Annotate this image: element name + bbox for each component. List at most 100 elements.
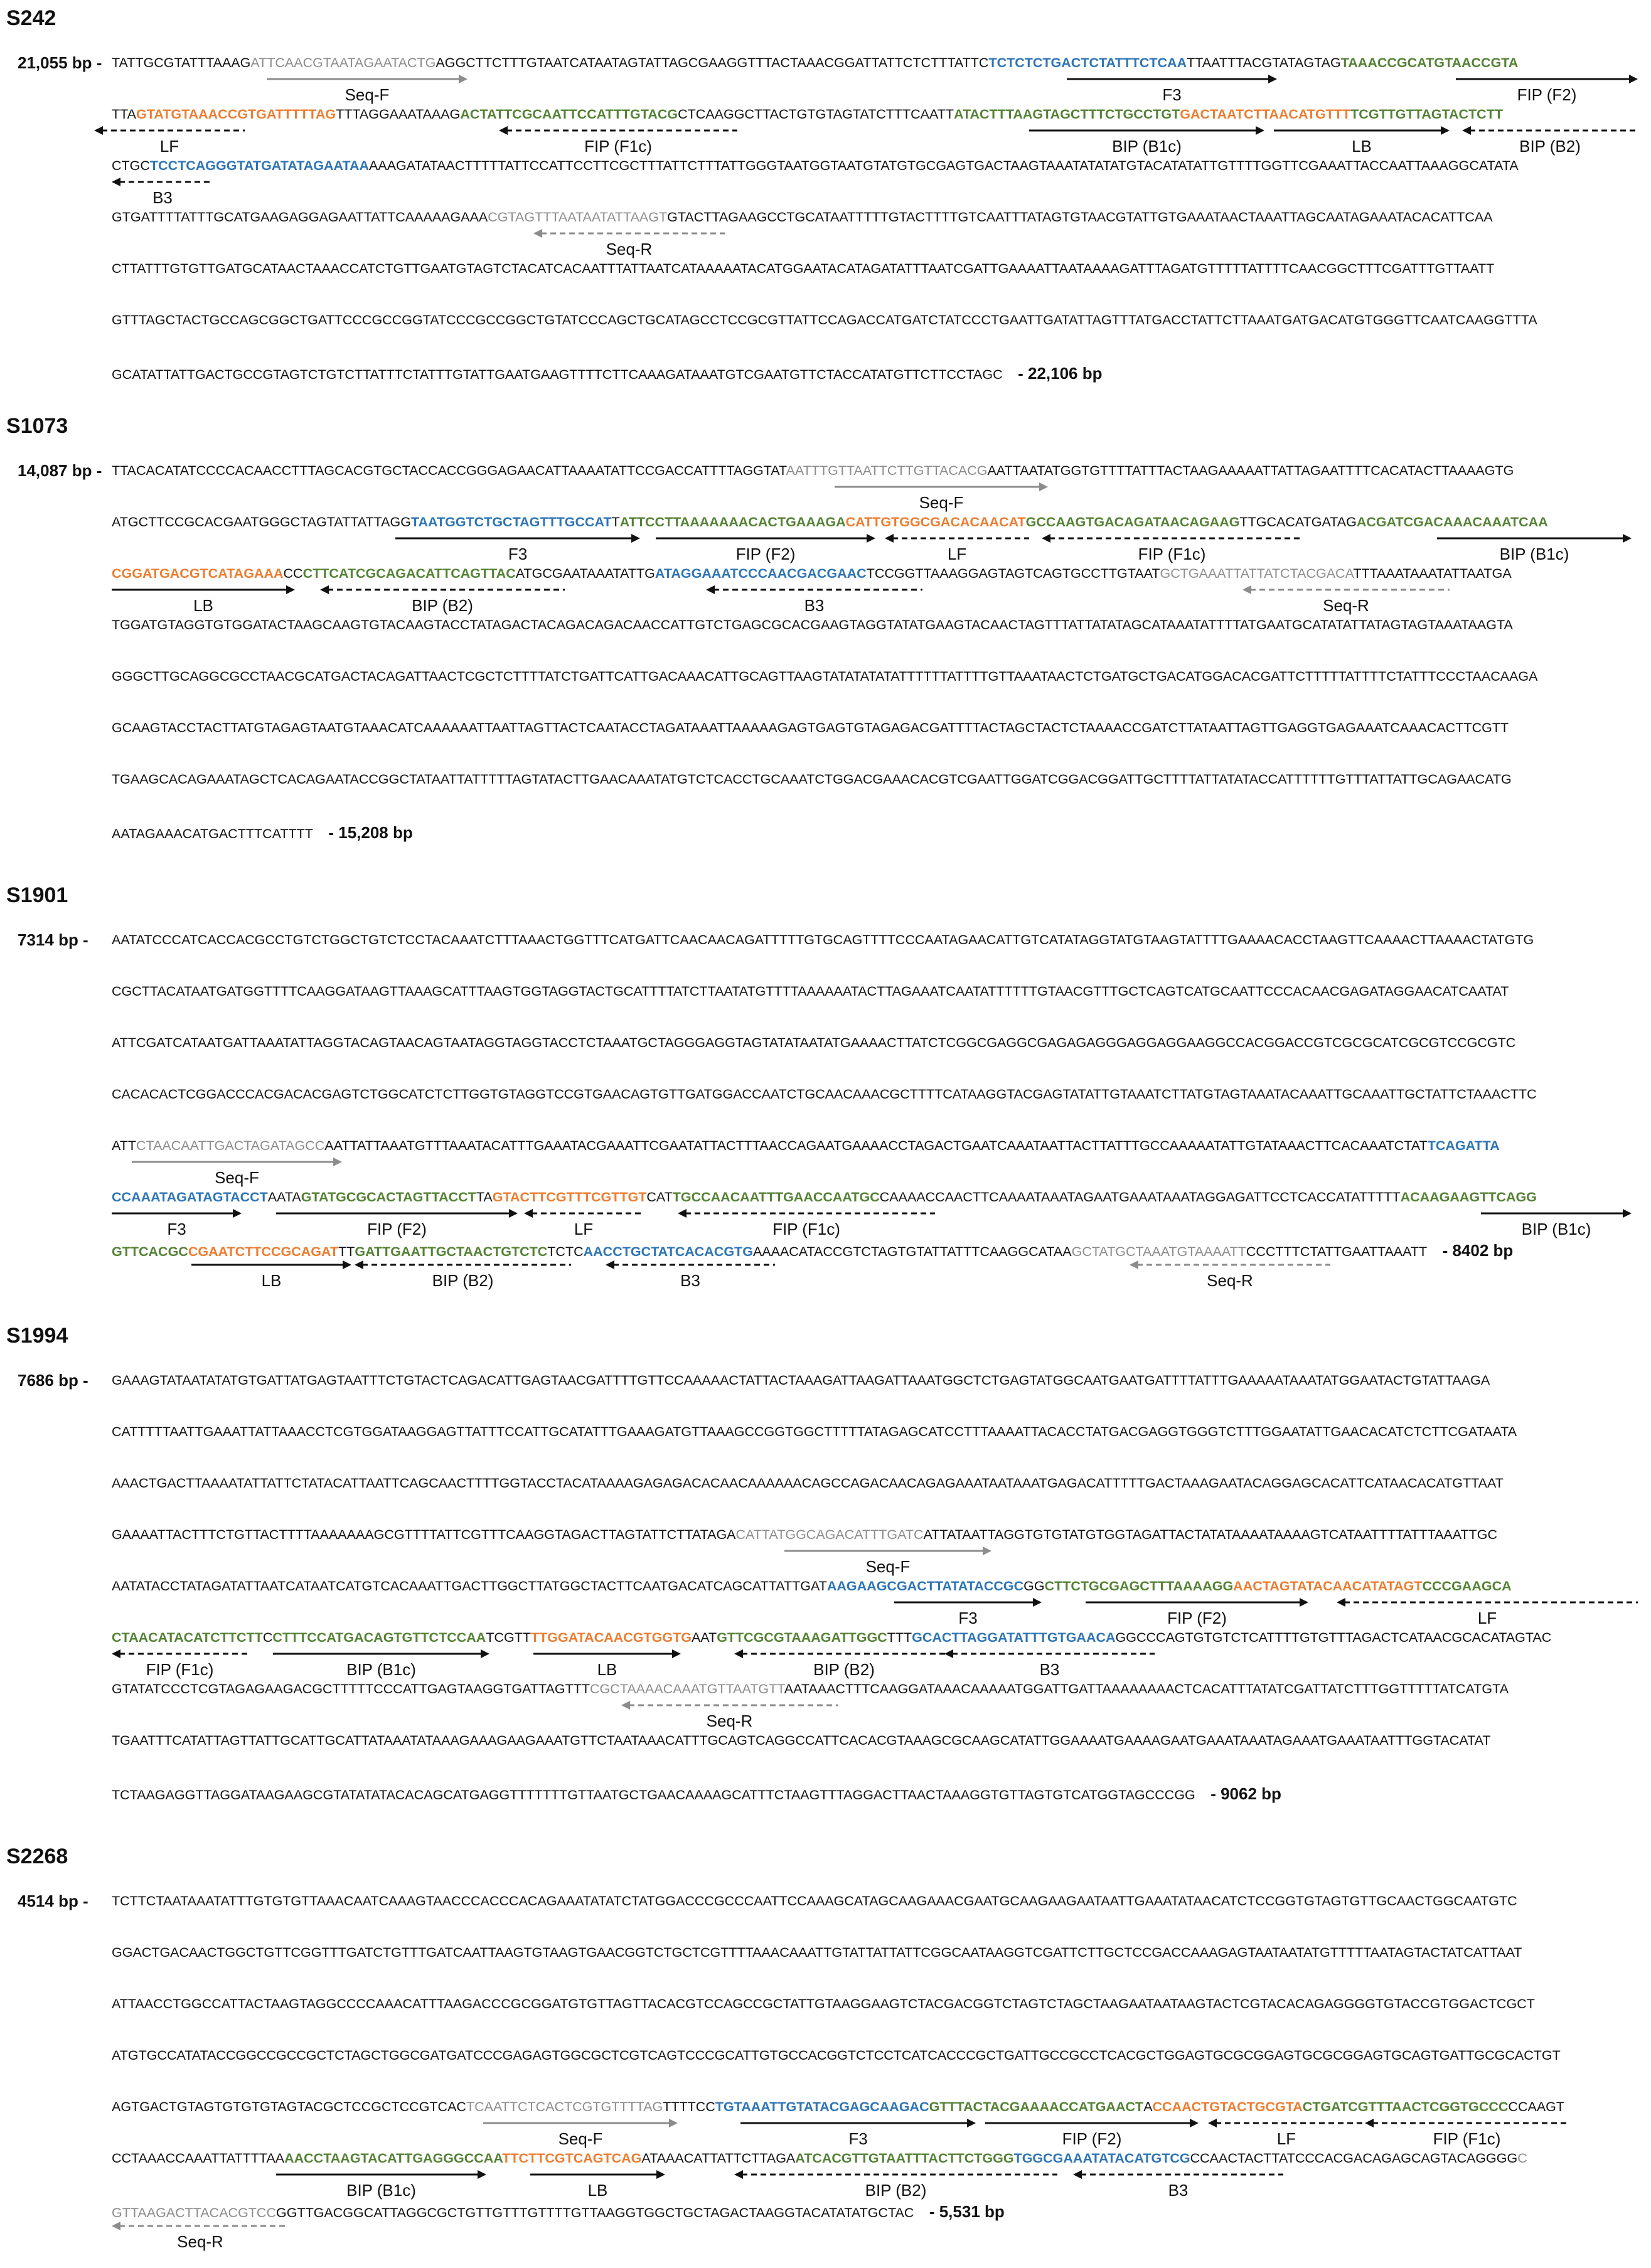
arrow-right-icon xyxy=(1274,126,1450,135)
primer-annotation: BIP (B1c) xyxy=(1437,533,1632,567)
arrow-left-icon xyxy=(112,178,213,186)
primer-sequence: TTGGATACAACGTGGTG xyxy=(530,1630,692,1645)
section-title: S1994 xyxy=(6,1324,68,1348)
primer-annotation: BIP (B1c) xyxy=(1481,1208,1632,1242)
primer-label: BIP (B2) xyxy=(432,1271,494,1290)
primer-label: FIP (F2) xyxy=(1167,1609,1227,1627)
sequence-line: CGCTTACATAATGATGGTTTTCAAGGATAAGTTAAAGCAT… xyxy=(112,984,1509,999)
primer-sequence: CCAACTGTACTGCGTA xyxy=(1152,2099,1303,2114)
arrow-right-icon xyxy=(273,1649,489,1658)
primer-sequence: CATTGTGGCGACACAACAT xyxy=(845,514,1026,530)
primer-label: B3 xyxy=(804,596,825,615)
primer-annotation: Seq-F xyxy=(784,1546,991,1580)
primer-annotation: FIP (F1c) xyxy=(499,125,737,159)
primer-sequence: CTTTCCATGACAGTGTTCTCCAA xyxy=(272,1630,486,1645)
sequence-segment: ATTAACCTGGCCATTACTAAGTAGGCCCCAAACATTTAAG… xyxy=(112,1996,1535,2011)
end-bp-label: - 5,531 bp xyxy=(920,2202,1005,2221)
primer-label: BIP (B1c) xyxy=(1499,545,1569,563)
primer-label: LB xyxy=(261,1271,282,1290)
primer-label: Seq-F xyxy=(919,493,964,512)
primer-label: BIP (B1c) xyxy=(346,1660,416,1679)
primer-label: Seq-R xyxy=(606,240,653,258)
sequence-line: TGAATTTCATATTAGTTATTGCATTGCATTATAAATATAA… xyxy=(112,1733,1491,1749)
primer-annotation: BIP (B1c) xyxy=(1029,125,1264,159)
sequence-segment: TGAAGCACAGAAATAGCTCACAGAATACCGGCTATAATTA… xyxy=(112,772,1512,787)
sequence-segment: GG xyxy=(1023,1579,1045,1594)
primer-annotation: FIP (F2) xyxy=(276,1208,518,1242)
sequence-segment: T xyxy=(611,514,620,530)
arrow-left-icon xyxy=(944,1649,1155,1658)
primer-annotation: B3 xyxy=(706,585,922,619)
arrow-left-icon xyxy=(112,1649,248,1658)
primer-label: F3 xyxy=(848,2129,868,2148)
sequence-line: GTGATTTTATTTGCATGAAGAGGAGAATTATTCAAAAAGA… xyxy=(112,210,1493,225)
primer-annotation: LB xyxy=(112,585,295,619)
arrow-left-icon xyxy=(499,126,737,135)
primer-sequence: ACGATCGACAAACAAATCAA xyxy=(1356,514,1548,530)
sequence-line: GAAAGTATAATATATGTGATTATGAGTAATTTCTGTACTC… xyxy=(112,1373,1490,1388)
primer-label: FIP (F1c) xyxy=(772,1220,840,1238)
sequence-segment: CC xyxy=(283,566,303,581)
primer-sequence: CCCGAAGCA xyxy=(1422,1579,1512,1594)
primer-annotation: FIP (F1c) xyxy=(1042,533,1302,567)
sequence-segment: GTTTAGCTACTGCCAGCGGCTGATTCCCGCCGGTATCCCG… xyxy=(112,312,1537,327)
primer-label: FIP (F1c) xyxy=(584,137,652,156)
primer-label: F3 xyxy=(958,1609,978,1627)
section-title: S1901 xyxy=(6,883,68,907)
sequence-line: ATTCGATCATAATGATTAAATATTAGGTACAGTAACAGTA… xyxy=(112,1035,1515,1051)
primer-label: B3 xyxy=(1039,1660,1060,1679)
primer-annotation: LF xyxy=(1208,2118,1365,2152)
primer-annotation: BIP (B2) xyxy=(734,2170,1057,2203)
primer-label: FIP (F1c) xyxy=(1433,2129,1501,2148)
arrow-right-icon xyxy=(1437,534,1632,543)
arrow-left-icon xyxy=(1042,534,1302,543)
primer-sequence: TCAATTCTCACTCGTGTTTTAG xyxy=(466,2099,663,2114)
sequence-line: CCAAATAGATAGTACCTAATAGTATGCGCACTAGTTACCT… xyxy=(112,1190,1537,1205)
primer-label: LB xyxy=(1352,137,1372,156)
primer-annotation: FIP (F1c) xyxy=(1365,2118,1569,2152)
sequence-line: GTTCACGCCGAATCTTCCGCAGATTTGATTGAATTGCTAA… xyxy=(112,1241,1513,1260)
sequence-segment: GTGATTTTATTTGCATGAAGAGGAGAATTATTCAAAAAGA… xyxy=(112,210,488,225)
sequence-line: ATGTGCCATATACCGGCCGCCGCTCTAGCTGGCGATGATC… xyxy=(112,2048,1561,2063)
sequence-segment: CCCTTTCTATTGAATTAAATT xyxy=(1246,1244,1428,1259)
arrow-left-icon xyxy=(1073,2170,1283,2179)
primer-sequence: TCTCTCTGACTCTATTTCTCAA xyxy=(988,55,1187,70)
primer-label: BIP (B1c) xyxy=(1521,1220,1591,1238)
sequence-segment: ATT xyxy=(112,1138,137,1153)
sequence-line: ATGCTTCCGCACGAATGGGCTAGTATTATTAGGTAATGGT… xyxy=(112,514,1548,530)
arrow-right-icon xyxy=(276,2170,486,2179)
primer-annotation: Seq-R xyxy=(533,228,725,262)
sequence-segment: CAT xyxy=(646,1190,673,1205)
sequence-line: CGGATGACGTCATAGAAACCCTTCATCGCAGACATTCAGT… xyxy=(112,566,1512,582)
sequence-line: AAACTGACTTAAAATATTATTCTATACATTAATTCAGCAA… xyxy=(112,1476,1504,1491)
sequence-segment: GCATATTATTGACTGCCGTAGTCTGTCTTATTTCTATTTG… xyxy=(112,367,1003,382)
sequence-segment: GTACTTAGAAGCCTGCATAATTTTTGTACTTTTGTCAATT… xyxy=(667,210,1493,225)
arrow-left-icon xyxy=(1462,126,1638,135)
primer-annotation: Seq-R xyxy=(112,2221,289,2255)
sequence-segment: TT xyxy=(338,1244,355,1259)
primer-label: B3 xyxy=(152,188,173,207)
sequence-line: GGACTGACAACTGGCTGTTCGGTTTGATCTGTTTGATCAA… xyxy=(112,1945,1522,1961)
arrow-right-icon xyxy=(112,585,295,594)
arrow-right-icon xyxy=(1456,75,1638,83)
primer-label: LB xyxy=(587,2181,608,2200)
arrow-left-icon xyxy=(320,585,565,594)
primer-annotation: LB xyxy=(1274,125,1450,159)
primer-label: BIP (B2) xyxy=(813,1660,875,1679)
primer-sequence: AAGAAGCGACTTATATACCGC xyxy=(826,1579,1024,1594)
primer-label: LF xyxy=(159,137,179,156)
primer-annotation: BIP (B1c) xyxy=(273,1649,489,1683)
arrow-right-icon xyxy=(132,1158,342,1166)
primer-sequence: ACTATTCGCAATTCCATTTGTACG xyxy=(460,107,678,122)
primer-label: LF xyxy=(1276,2129,1296,2148)
arrow-left-icon xyxy=(621,1701,838,1710)
sequence-segment: A xyxy=(1143,2099,1153,2114)
primer-annotation: B3 xyxy=(944,1649,1155,1683)
arrow-left-icon xyxy=(112,2222,289,2230)
sequence-segment: TTA xyxy=(112,107,137,122)
arrow-left-icon xyxy=(734,1649,954,1658)
sequence-segment: CAAAACCAACTTCAAAATAAATAGAATGAAATAAATAGGA… xyxy=(879,1190,1401,1205)
arrow-right-icon xyxy=(894,1598,1042,1607)
arrow-left-icon xyxy=(606,1260,775,1269)
